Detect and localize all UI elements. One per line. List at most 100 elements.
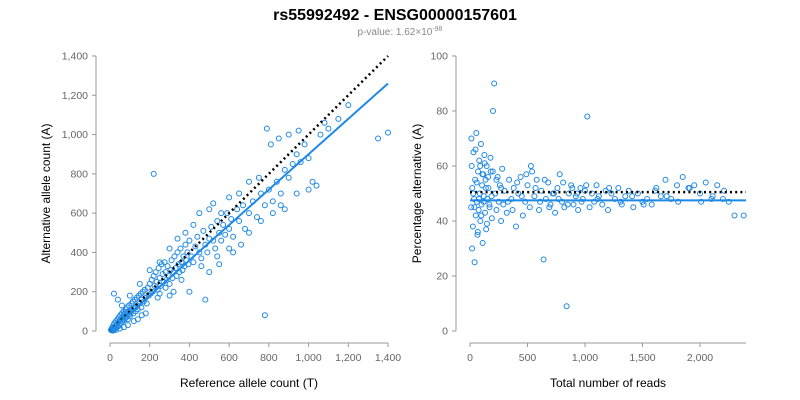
data-point xyxy=(116,325,123,332)
data-point xyxy=(168,257,175,264)
data-point xyxy=(174,249,181,256)
data-point xyxy=(174,235,181,242)
data-point xyxy=(652,187,659,194)
data-point xyxy=(561,204,568,211)
data-point xyxy=(468,163,475,169)
data-point xyxy=(110,290,117,297)
y-tick-label: 200 xyxy=(70,286,88,298)
data-point xyxy=(216,261,223,268)
data-point xyxy=(170,288,177,295)
data-point xyxy=(166,292,173,299)
data-point xyxy=(657,193,664,200)
data-point xyxy=(238,241,245,248)
data-point xyxy=(130,318,137,325)
data-point xyxy=(480,198,487,205)
y-tick-label: 1,400 xyxy=(62,51,88,63)
data-point xyxy=(214,253,221,260)
data-point xyxy=(190,259,197,266)
fit-line xyxy=(109,82,389,332)
data-point xyxy=(545,179,552,186)
data-point xyxy=(648,201,655,208)
data-point xyxy=(606,185,613,191)
data-point xyxy=(470,190,477,197)
data-point xyxy=(509,207,516,213)
data-point xyxy=(674,182,680,189)
data-point xyxy=(481,152,488,158)
data-point xyxy=(586,204,593,211)
data-point xyxy=(483,226,490,233)
x-tick-label: 2,000 xyxy=(687,352,713,364)
data-point xyxy=(488,193,495,200)
data-point xyxy=(305,155,312,162)
data-point xyxy=(519,212,526,219)
data-point xyxy=(385,129,391,136)
data-point xyxy=(206,206,213,213)
data-point xyxy=(293,190,300,197)
data-point xyxy=(475,207,482,213)
p-value-exponent: -98 xyxy=(432,26,442,33)
data-point xyxy=(514,179,521,186)
data-point xyxy=(526,204,533,211)
data-point xyxy=(180,253,187,260)
data-point xyxy=(579,196,586,202)
data-point xyxy=(518,193,525,200)
data-point xyxy=(538,187,545,194)
data-point xyxy=(200,227,207,234)
data-point xyxy=(554,185,561,191)
x-tick-label: 800 xyxy=(260,352,278,364)
data-point xyxy=(164,263,171,270)
data-point xyxy=(653,185,660,191)
y-tick-label: 600 xyxy=(70,208,88,220)
data-point xyxy=(468,204,475,211)
y-tick-label: 1,200 xyxy=(62,90,88,102)
data-point xyxy=(477,141,484,147)
data-point xyxy=(182,229,189,236)
data-point xyxy=(477,218,484,224)
data-point xyxy=(471,204,478,211)
data-point xyxy=(198,255,205,262)
data-point xyxy=(155,265,162,272)
data-point xyxy=(226,225,233,232)
data-point xyxy=(668,196,675,202)
data-point xyxy=(572,193,579,200)
data-point xyxy=(569,185,576,191)
scatter-panel-allele-counts: 0 200 400 600 800 1,000 1,200 1,400 0 200 400 600 80… xyxy=(39,51,401,391)
data-point xyxy=(297,159,304,166)
data-point xyxy=(491,80,498,87)
data-point xyxy=(593,182,600,189)
data-point xyxy=(468,135,475,142)
data-point xyxy=(313,182,320,189)
data-point xyxy=(159,271,166,278)
data-point xyxy=(192,243,199,250)
data-point xyxy=(740,212,747,219)
data-point xyxy=(599,201,606,208)
data-point xyxy=(240,202,247,209)
data-point xyxy=(178,276,185,283)
y-tick-label: 40 xyxy=(436,216,448,228)
data-point xyxy=(234,206,241,213)
data-point xyxy=(498,218,505,224)
data-point xyxy=(486,201,493,208)
data-point xyxy=(321,119,328,126)
data-point xyxy=(162,284,169,291)
data-point xyxy=(570,201,577,208)
data-point xyxy=(640,201,647,208)
data-point xyxy=(267,141,274,148)
data-point xyxy=(269,210,276,217)
data-point xyxy=(493,207,500,213)
data-point xyxy=(285,131,292,138)
data-point xyxy=(171,253,178,260)
plot-area xyxy=(107,55,391,334)
chart-title: rs55992492 - ENSG00000157601 xyxy=(273,7,517,24)
data-point xyxy=(686,185,693,191)
x-tick-label: 200 xyxy=(141,352,159,364)
data-point xyxy=(679,174,686,180)
data-point xyxy=(236,190,243,197)
data-point xyxy=(532,185,539,191)
data-point xyxy=(486,204,493,211)
data-point xyxy=(479,182,486,189)
data-point xyxy=(265,186,272,193)
data-point xyxy=(675,198,682,205)
data-point xyxy=(212,245,219,252)
reference-line xyxy=(109,55,389,332)
